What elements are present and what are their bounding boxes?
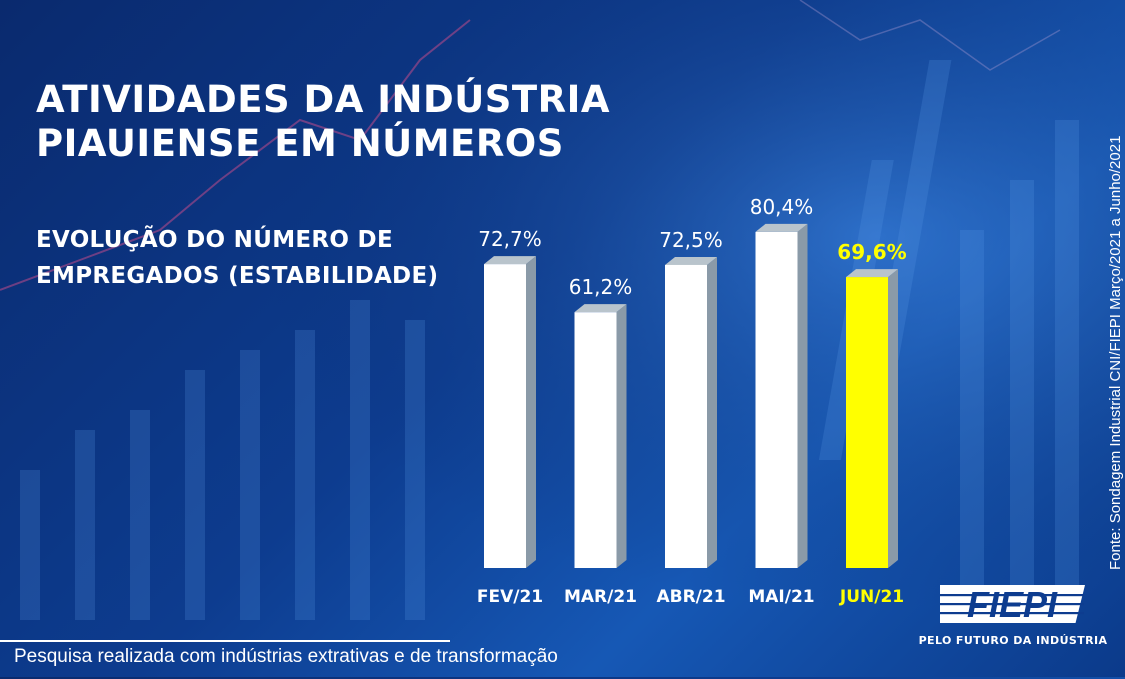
logo-wordmark: FIEPI	[967, 585, 1058, 623]
fiepi-logo-mark: FIEPI	[940, 585, 1085, 623]
background-trend-line	[0, 19, 471, 291]
bar-group: 72,7% FEV/21	[477, 227, 543, 607]
logo-tagline: PELO FUTURO DA INDÚSTRIA	[918, 634, 1108, 647]
bar-top	[665, 256, 717, 265]
page-title-line-1: ATIVIDADES DA INDÚSTRIA	[36, 78, 611, 121]
chart-subtitle: EVOLUÇÃO DO NÚMERO DE EMPREGADOS (ESTABI…	[36, 222, 438, 294]
footer-note: Pesquisa realizada com indústrias extrat…	[14, 646, 558, 667]
bar-top	[484, 256, 536, 265]
bar-value-label: 72,7%	[478, 227, 542, 251]
x-tick-label: ABR/21	[656, 587, 725, 607]
bar	[484, 264, 526, 568]
x-tick-label: JUN/21	[839, 587, 904, 607]
bar-group: 61,2% MAR/21	[564, 275, 637, 607]
bar-side	[526, 256, 536, 568]
chart-subtitle-line-1: EVOLUÇÃO DO NÚMERO DE	[36, 227, 393, 253]
bar-top	[755, 223, 808, 232]
bar-side	[707, 256, 717, 568]
bar-value-label: 72,5%	[659, 228, 723, 252]
fiepi-logo: FIEPI PELO FUTURO DA INDÚSTRIA	[918, 585, 1108, 655]
bar-side	[616, 304, 627, 568]
bar-group: 72,5% ABR/21	[656, 228, 725, 607]
bar	[755, 231, 798, 569]
bar-top	[574, 304, 627, 313]
footer-rule	[0, 640, 450, 679]
bar-group: 80,4% MAI/21	[748, 195, 814, 607]
x-tick-label: FEV/21	[477, 587, 543, 607]
bar-value-label: 80,4%	[750, 195, 814, 219]
bar	[574, 312, 617, 568]
bar-side	[888, 269, 898, 568]
bar-value-label: 61,2%	[569, 275, 633, 299]
bar	[846, 277, 888, 568]
bar-side	[797, 223, 808, 569]
x-tick-label: MAR/21	[564, 587, 637, 607]
page-title: ATIVIDADES DA INDÚSTRIA PIAUIENSE EM NÚM…	[36, 78, 610, 166]
source-note: Fonte: Sondagem Industrial CNI/FIEPI Mar…	[1107, 135, 1124, 570]
x-tick-label: MAI/21	[748, 587, 814, 607]
bar-value-label: 69,6%	[837, 240, 906, 264]
bar-top	[846, 269, 898, 278]
bar-group: 69,6% JUN/21	[837, 240, 906, 607]
chart-subtitle-line-2: EMPREGADOS (ESTABILIDADE)	[36, 263, 439, 289]
page-title-line-2: PIAUIENSE EM NÚMEROS	[36, 122, 564, 165]
bar	[665, 264, 707, 568]
